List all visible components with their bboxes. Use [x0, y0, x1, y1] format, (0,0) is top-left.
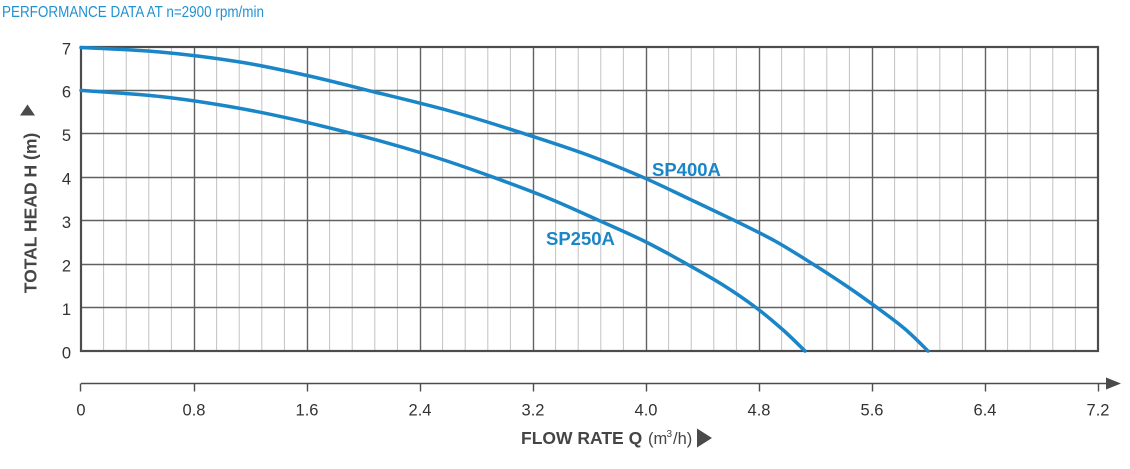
svg-text:6.4: 6.4 [974, 402, 997, 420]
svg-text:2: 2 [62, 257, 71, 275]
svg-text:TOTAL HEAD H (m): TOTAL HEAD H (m) [21, 133, 41, 293]
svg-text:3.2: 3.2 [522, 402, 545, 420]
svg-text:1.6: 1.6 [296, 402, 319, 420]
svg-text:4: 4 [62, 171, 71, 189]
svg-text:(m: (m [648, 430, 667, 448]
svg-text:6: 6 [62, 84, 71, 102]
svg-text:2.4: 2.4 [409, 402, 432, 420]
svg-text:SP250A: SP250A [546, 228, 615, 249]
svg-text:3: 3 [62, 214, 71, 232]
svg-text:0: 0 [76, 402, 85, 420]
svg-text:5.6: 5.6 [861, 402, 884, 420]
svg-text:/h): /h) [673, 430, 692, 448]
svg-text:1: 1 [62, 301, 71, 319]
svg-text:PERFORMANCE DATA AT n=2900 rpm: PERFORMANCE DATA AT n=2900 rpm/min [2, 4, 264, 21]
svg-text:7: 7 [62, 40, 71, 58]
svg-text:SP400A: SP400A [652, 159, 721, 180]
svg-text:5: 5 [62, 127, 71, 145]
svg-text:4.0: 4.0 [635, 402, 658, 420]
svg-text:7.2: 7.2 [1087, 402, 1110, 420]
svg-text:3: 3 [667, 429, 673, 440]
svg-text:0.8: 0.8 [183, 402, 206, 420]
svg-text:4.8: 4.8 [748, 402, 771, 420]
svg-text:0: 0 [62, 344, 71, 362]
svg-text:FLOW RATE Q: FLOW RATE Q [521, 428, 642, 448]
